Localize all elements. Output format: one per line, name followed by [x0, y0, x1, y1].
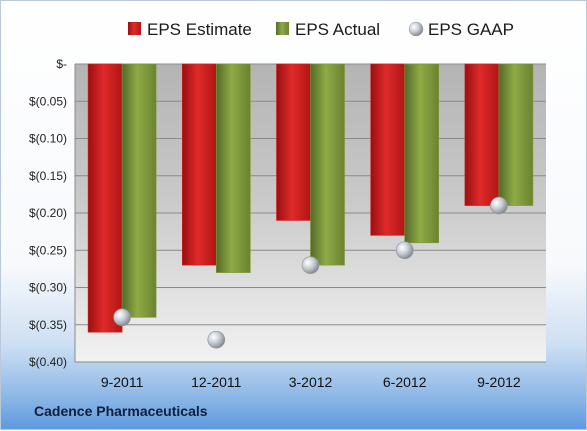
eps-actual-bar: [310, 63, 345, 266]
legend-label: EPS Estimate: [147, 20, 252, 39]
company-name: Cadence Pharmaceuticals: [34, 403, 208, 419]
y-tick-label: $(0.30): [29, 281, 67, 295]
legend-label: EPS GAAP: [428, 20, 514, 39]
eps-actual-bar: [404, 63, 440, 244]
x-category-label: 12-2011: [191, 374, 242, 390]
eps-estimate-bar: [464, 63, 500, 206]
x-category-label: 6-2012: [383, 374, 427, 390]
y-tick-label: $(0.10): [29, 132, 67, 146]
x-category-label: 3-2012: [289, 374, 333, 390]
y-tick-label: $(0.05): [29, 94, 67, 108]
legend-swatch: [408, 21, 424, 37]
y-tick-label: $(0.40): [29, 355, 67, 369]
eps-gaap-marker: [395, 241, 414, 260]
y-tick-label: $-: [56, 57, 67, 71]
eps-estimate-bar: [87, 63, 123, 333]
y-tick-label: $(0.15): [29, 169, 67, 183]
eps-actual-bar: [498, 63, 534, 206]
eps-gaap-marker: [301, 256, 320, 274]
legend-eps-actual: EPS Actual: [276, 20, 380, 39]
legend-swatch: [276, 22, 289, 35]
y-tick-label: $(0.20): [29, 206, 67, 220]
legend-eps-estimate: EPS Estimate: [128, 20, 252, 39]
legend-eps-gaap: EPS GAAP: [408, 20, 514, 39]
y-tick-label: $(0.25): [29, 243, 67, 257]
x-category-label: 9-2012: [477, 374, 521, 390]
eps-gaap-marker: [490, 196, 508, 215]
eps-actual-bar: [121, 63, 157, 318]
eps-gaap-marker: [207, 330, 226, 349]
x-category-label: 9-2011: [101, 374, 144, 390]
legend-label: EPS Actual: [295, 20, 380, 39]
eps-gaap-marker: [113, 308, 131, 327]
legend-swatch: [128, 22, 141, 35]
eps-estimate-bar: [182, 63, 217, 266]
eps-estimate-bar: [276, 63, 311, 221]
y-tick-label: $(0.35): [29, 318, 67, 332]
eps-actual-bar: [216, 63, 251, 273]
eps-estimate-bar: [370, 63, 406, 236]
